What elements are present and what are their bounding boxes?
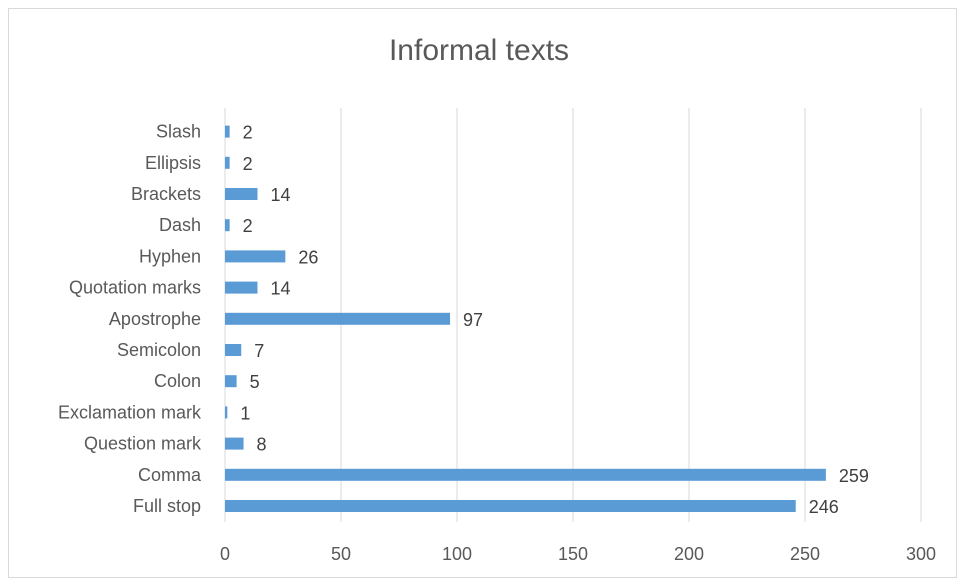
bar: [225, 468, 826, 481]
x-tick-label: 150: [558, 544, 588, 564]
data-label: 7: [254, 341, 264, 361]
gridlines: [224, 108, 922, 522]
bar: [225, 375, 237, 388]
data-label: 2: [243, 154, 253, 174]
bar: [225, 125, 230, 138]
data-label: 1: [240, 403, 250, 423]
chart-frame: [8, 8, 957, 578]
category-label: Slash: [156, 122, 201, 142]
x-axis-ticks: 0 50 100 150 200 250 300: [220, 544, 936, 564]
data-label: 8: [257, 435, 267, 455]
category-label: Semicolon: [117, 340, 201, 360]
bar: [225, 312, 451, 325]
data-label: 26: [298, 247, 318, 267]
chart-title: Informal texts: [388, 34, 570, 67]
bar: [225, 281, 258, 294]
category-label: Colon: [154, 371, 201, 391]
data-label: 97: [463, 310, 483, 330]
data-label: 14: [270, 185, 290, 205]
bar: [225, 250, 286, 263]
data-label: 259: [839, 466, 869, 486]
category-label: Exclamation mark: [58, 402, 202, 422]
x-tick-label: 50: [331, 544, 351, 564]
bar: [225, 406, 228, 419]
x-tick-label: 250: [790, 544, 820, 564]
bar: [225, 156, 230, 169]
bars: [225, 125, 826, 512]
bar: [225, 437, 244, 450]
category-label: Apostrophe: [109, 309, 201, 329]
bar: [225, 344, 242, 356]
bar: [225, 500, 796, 512]
category-label: Question mark: [84, 434, 202, 454]
category-label: Quotation marks: [69, 278, 201, 298]
data-label: 2: [243, 123, 253, 143]
bar: [225, 188, 258, 200]
data-label: 5: [250, 372, 260, 392]
bar: [225, 219, 230, 232]
x-tick-label: 300: [906, 544, 936, 564]
x-tick-label: 200: [674, 544, 704, 564]
data-label: 14: [270, 279, 290, 299]
category-label: Ellipsis: [145, 153, 201, 173]
x-tick-label: 100: [442, 544, 472, 564]
category-label: Brackets: [131, 184, 201, 204]
category-label: Comma: [138, 465, 202, 485]
x-tick-label: 0: [220, 544, 230, 564]
category-label: Full stop: [133, 496, 201, 516]
category-labels: Full stop Comma Question mark Exclamation m…: [58, 122, 202, 516]
category-label: Dash: [159, 215, 201, 235]
data-label: 2: [243, 216, 253, 236]
category-label: Hyphen: [139, 246, 201, 266]
data-label: 246: [809, 497, 839, 517]
